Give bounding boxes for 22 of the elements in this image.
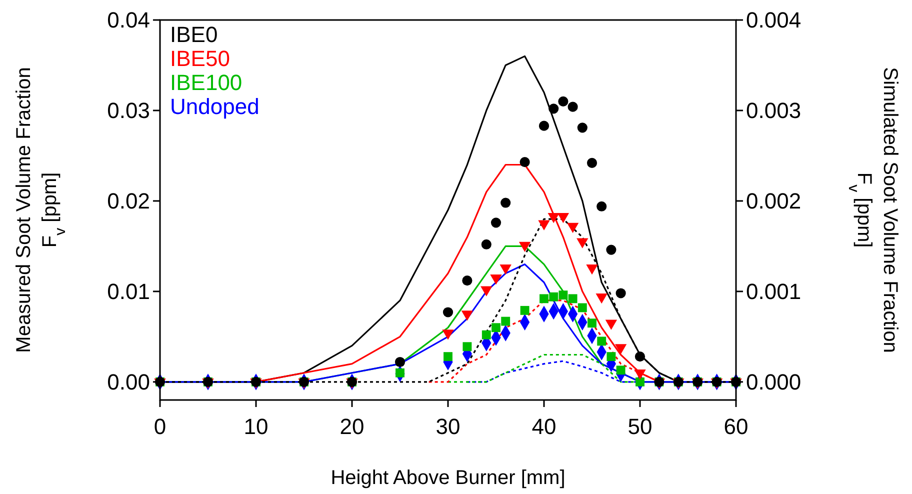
y-tick-label: 0.04 bbox=[107, 8, 150, 33]
text: IBE0 bbox=[170, 22, 218, 47]
x-tick-label: 10 bbox=[244, 414, 268, 439]
x-tick-label: 40 bbox=[532, 414, 556, 439]
x-tick-label: 30 bbox=[436, 414, 460, 439]
text: IBE100 bbox=[170, 70, 242, 95]
y2-tick-label: 0.003 bbox=[746, 98, 802, 124]
y-tick-label: 0.00 bbox=[107, 370, 150, 395]
x-tick-label: 0 bbox=[154, 414, 166, 439]
x-axis-title: Height Above Burner [mm] bbox=[330, 467, 566, 489]
x-tick-label: 20 bbox=[340, 414, 364, 439]
y-tick-label: 0.03 bbox=[107, 98, 150, 124]
y-tick-label: 0.02 bbox=[107, 188, 150, 214]
text: IBE50 bbox=[170, 46, 230, 71]
y2-tick-label: 0.000 bbox=[746, 370, 802, 395]
y2-tick-label: 0.004 bbox=[746, 8, 802, 33]
text: Undoped bbox=[170, 94, 260, 119]
y2-tick-label: 0.002 bbox=[746, 188, 802, 214]
y2-tick-label: 0.001 bbox=[746, 279, 802, 304]
y-tick-label: 0.01 bbox=[107, 279, 150, 304]
x-tick-label: 50 bbox=[628, 414, 652, 439]
x-tick-label: 60 bbox=[724, 414, 748, 439]
